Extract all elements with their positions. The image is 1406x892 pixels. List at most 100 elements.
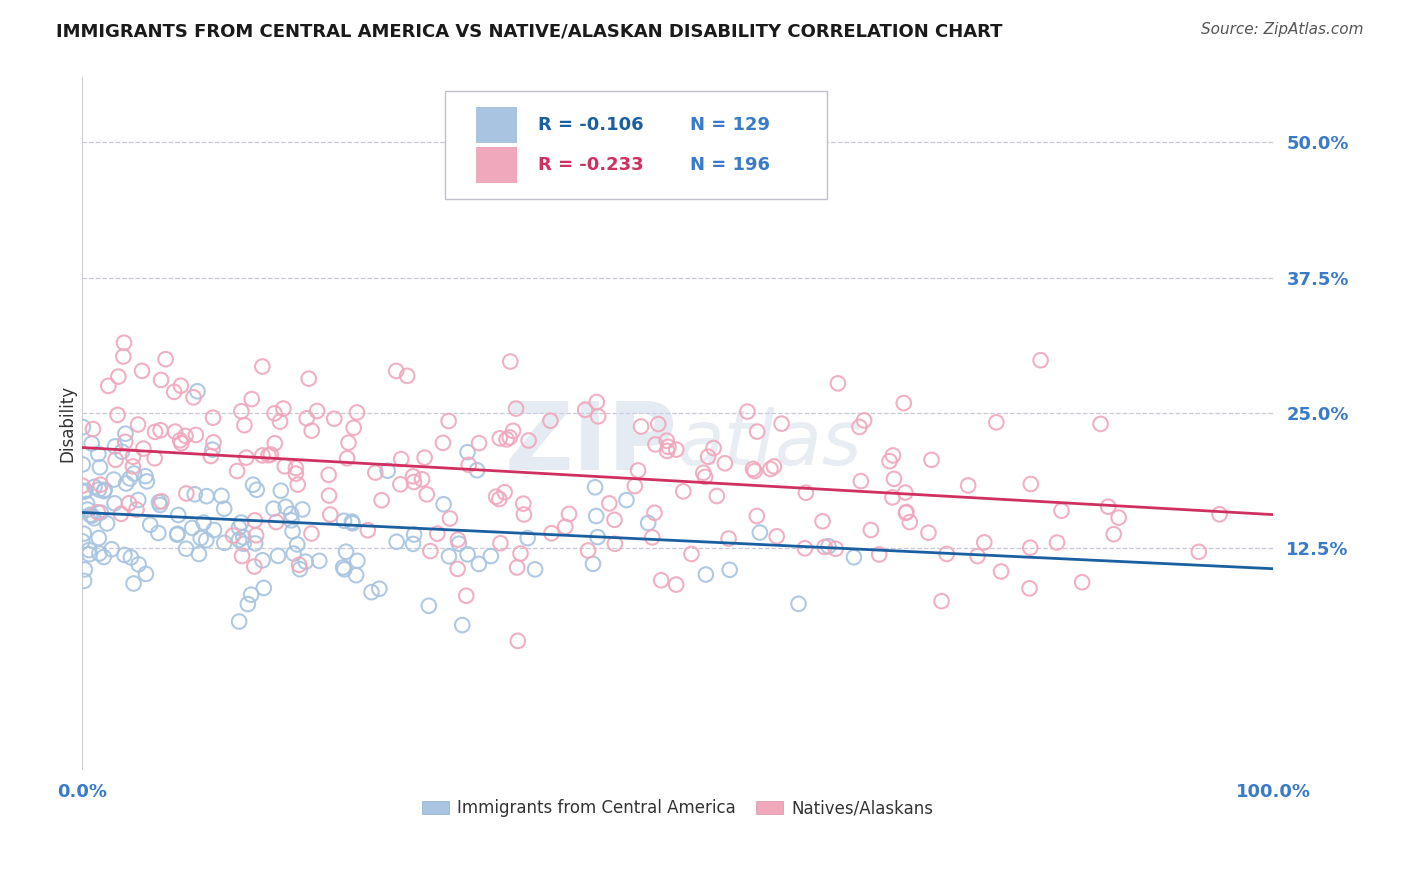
Point bbox=[502, 424, 524, 438]
Point bbox=[389, 452, 412, 467]
Point bbox=[586, 409, 609, 424]
Point bbox=[114, 434, 136, 449]
Point bbox=[222, 528, 245, 542]
Point bbox=[499, 430, 522, 444]
Point bbox=[513, 508, 536, 522]
Point bbox=[288, 562, 311, 576]
Point bbox=[332, 560, 354, 574]
Point bbox=[118, 471, 141, 485]
Point bbox=[235, 450, 257, 465]
Point bbox=[824, 541, 846, 556]
Point bbox=[990, 565, 1012, 579]
FancyBboxPatch shape bbox=[477, 147, 517, 184]
Point bbox=[1050, 504, 1073, 518]
FancyBboxPatch shape bbox=[477, 107, 517, 144]
Point bbox=[717, 532, 740, 546]
Text: atlas: atlas bbox=[678, 408, 862, 482]
Point bbox=[127, 493, 149, 508]
Point bbox=[794, 485, 817, 500]
Point bbox=[817, 539, 839, 553]
Point bbox=[93, 549, 115, 564]
Point bbox=[665, 442, 688, 457]
Point bbox=[240, 588, 263, 602]
Point bbox=[747, 425, 769, 439]
Point bbox=[183, 390, 205, 404]
Point bbox=[284, 461, 307, 475]
Point bbox=[335, 545, 357, 559]
Point bbox=[506, 633, 529, 648]
Point bbox=[163, 384, 186, 399]
Point bbox=[212, 501, 235, 516]
Point bbox=[437, 414, 460, 428]
Point bbox=[637, 516, 659, 530]
Point bbox=[457, 548, 479, 562]
Point bbox=[80, 436, 103, 450]
Point bbox=[488, 491, 510, 506]
Point bbox=[558, 507, 581, 521]
Point bbox=[650, 574, 672, 588]
Point bbox=[340, 515, 363, 529]
Point bbox=[280, 513, 302, 527]
Point bbox=[495, 433, 517, 447]
Point bbox=[748, 525, 770, 540]
Point bbox=[644, 437, 666, 451]
Point bbox=[118, 496, 141, 510]
Point bbox=[973, 535, 995, 549]
Point bbox=[1208, 508, 1230, 522]
Point bbox=[540, 526, 562, 541]
Point bbox=[1029, 353, 1052, 368]
Point bbox=[456, 589, 478, 603]
Point bbox=[107, 408, 129, 422]
Point bbox=[294, 555, 316, 569]
Point bbox=[517, 434, 540, 448]
Point bbox=[115, 476, 138, 491]
Point bbox=[419, 544, 441, 558]
Point bbox=[120, 550, 142, 565]
Point bbox=[267, 549, 290, 563]
Point bbox=[72, 484, 94, 499]
Point bbox=[364, 466, 387, 480]
Point bbox=[274, 459, 297, 474]
Point bbox=[337, 435, 360, 450]
Point bbox=[1097, 500, 1119, 514]
Point bbox=[166, 526, 188, 541]
Point bbox=[149, 423, 172, 437]
Point bbox=[257, 448, 280, 462]
Point bbox=[287, 477, 309, 491]
Point bbox=[228, 533, 250, 547]
Point bbox=[603, 537, 626, 551]
Point bbox=[703, 441, 725, 455]
Point bbox=[269, 415, 291, 429]
Point bbox=[79, 508, 101, 522]
Point bbox=[167, 508, 190, 522]
Point bbox=[90, 506, 112, 520]
Text: N = 129: N = 129 bbox=[689, 116, 769, 134]
Point bbox=[787, 597, 810, 611]
Point bbox=[402, 475, 425, 489]
Point bbox=[202, 523, 225, 537]
Point bbox=[89, 546, 111, 560]
Point bbox=[714, 456, 737, 470]
Point bbox=[346, 405, 368, 419]
Point bbox=[1108, 510, 1130, 524]
Point bbox=[155, 352, 177, 367]
Point bbox=[402, 537, 425, 551]
Point bbox=[616, 493, 638, 508]
Point bbox=[439, 511, 461, 525]
Point bbox=[1188, 545, 1211, 559]
Point bbox=[509, 547, 531, 561]
Point bbox=[879, 454, 901, 468]
Point bbox=[957, 478, 980, 492]
Point bbox=[643, 506, 665, 520]
Point bbox=[323, 411, 346, 425]
Point bbox=[122, 450, 145, 464]
Point bbox=[1071, 575, 1094, 590]
Point bbox=[898, 515, 921, 529]
Point bbox=[576, 543, 599, 558]
Point bbox=[273, 401, 295, 416]
Point bbox=[432, 435, 454, 450]
Point bbox=[966, 549, 988, 563]
Point bbox=[357, 523, 380, 537]
Point bbox=[150, 494, 173, 508]
Point bbox=[111, 444, 134, 458]
